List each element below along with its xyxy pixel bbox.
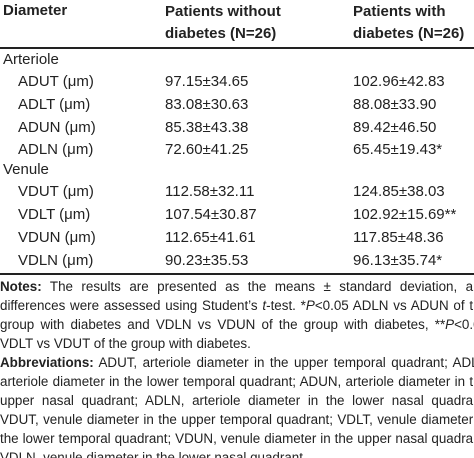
abbreviations-label: Abbreviations: (0, 355, 94, 370)
row-label: VDLT (μm) (18, 206, 91, 223)
row-label: ADUT (μm) (18, 73, 94, 90)
cell-value: 112.65±41.61 (165, 228, 256, 246)
notes-italic: P (305, 298, 315, 313)
row-label: ADLT (μm) (18, 95, 91, 113)
notes: Notes: The results are presented as the … (0, 277, 474, 353)
cell-value: 85.38±43.38 (165, 118, 249, 136)
notes-text: The results are presented as the means ±… (0, 279, 474, 313)
cell-value: 89.42±46.50 (353, 118, 437, 136)
cell-value: 117.85±48.36 (353, 228, 444, 246)
cell-value: 83.08±30.63 (165, 95, 249, 113)
notes-text: -test. * (266, 298, 306, 313)
notes-italic: t (262, 298, 267, 313)
notes-label: Notes: (0, 279, 42, 294)
cell-value: 88.08±33.90 (353, 95, 437, 113)
header-rule (0, 47, 474, 49)
cell-value: 97.15±34.65 (165, 73, 249, 90)
cell-value: 124.85±38.03 (353, 183, 445, 201)
cell-value: 65.45±19.43* (353, 141, 443, 159)
header-with: Patients with diabetes (N=26) (353, 3, 465, 42)
group-label: Arteriole (3, 51, 59, 68)
cell-value: 102.96±42.83 (353, 73, 445, 90)
bottom-rule (0, 273, 474, 275)
row-label: VDLN (μm) (18, 251, 94, 269)
cell-value: 107.54±30.87 (165, 206, 257, 223)
row-label: ADUN (μm) (18, 118, 96, 136)
cell-value: 102.92±15.69** (353, 206, 457, 223)
cell-value: 72.60±41.25 (165, 141, 249, 159)
row-label: ADLN (μm) (18, 141, 94, 159)
notes-text: <0.05 ADLN vs ADUN of the group with dia… (0, 298, 474, 332)
cell-value: 96.13±35.74* (353, 251, 443, 269)
notes-italic: P (445, 317, 455, 332)
row-label: VDUT (μm) (18, 183, 94, 201)
header-without: Patients without diabetes (N=26) (165, 3, 281, 42)
header-diameter: Diameter (3, 2, 68, 19)
notes-text: <0.01 VDLT vs VDUT of the group with dia… (0, 317, 474, 351)
group-label: Venule (3, 161, 49, 179)
cell-value: 112.58±32.11 (165, 183, 255, 201)
cell-value: 90.23±35.53 (165, 251, 249, 269)
row-label: VDUN (μm) (18, 228, 96, 246)
abbreviations: Abbreviations: ADUT, arteriole diameter … (0, 353, 474, 458)
abbreviations-text: ADUT, arteriole diameter in the upper te… (0, 355, 474, 458)
